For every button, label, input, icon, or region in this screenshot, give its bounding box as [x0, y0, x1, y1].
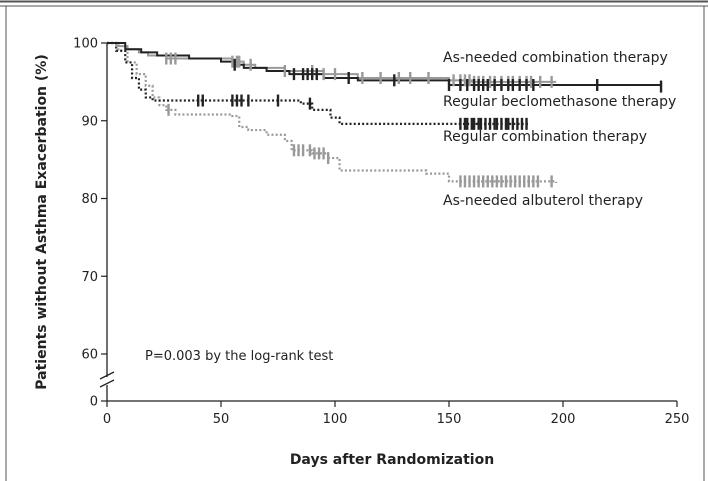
x-axis-title: Days after Randomization — [290, 452, 494, 468]
label-as-needed-albuterol: As-needed albuterol therapy — [443, 193, 643, 209]
y-tick-label-100: 100 — [73, 37, 98, 52]
y-tick-label-70: 70 — [81, 270, 98, 285]
x-tick-label-250: 250 — [665, 412, 690, 427]
axes — [99, 43, 677, 402]
y-tick-label-80: 80 — [81, 192, 98, 207]
y-axis-break-mark-2 — [99, 379, 115, 388]
curve-regular-combination-therapy — [107, 41, 529, 125]
y-tick-label-0: 0 — [90, 395, 98, 410]
label-regular-beclomethasone: Regular beclomethasone therapy — [443, 94, 676, 110]
y-axis-break-mark-1 — [99, 371, 115, 380]
y-tick-label-90: 90 — [81, 114, 98, 129]
x-tick-label-150: 150 — [437, 412, 462, 427]
label-as-needed-combination: As-needed combination therapy — [443, 50, 668, 66]
label-regular-combination: Regular combination therapy — [443, 129, 647, 145]
y-tick-label-60: 60 — [81, 348, 98, 363]
x-tick-label-200: 200 — [551, 412, 576, 427]
survival-curves — [107, 41, 663, 183]
x-tick-label-0: 0 — [103, 412, 111, 427]
y-axis-title: Patients without Asthma Exacerbation (%) — [34, 54, 50, 389]
x-tick-label-50: 50 — [213, 412, 230, 427]
x-tick-label-100: 100 — [323, 412, 348, 427]
y-axis-ticks: 0 60 70 80 90 100 — [73, 37, 107, 410]
p-value-annotation: P=0.003 by the log-rank test — [145, 349, 333, 364]
series-labels: As-needed combination therapy Regular be… — [443, 50, 676, 209]
censor-marks — [165, 52, 663, 188]
curve-regular-beclomethasone-therapy — [107, 42, 663, 87]
x-axis-ticks: 0 50 100 150 200 250 — [103, 401, 690, 427]
